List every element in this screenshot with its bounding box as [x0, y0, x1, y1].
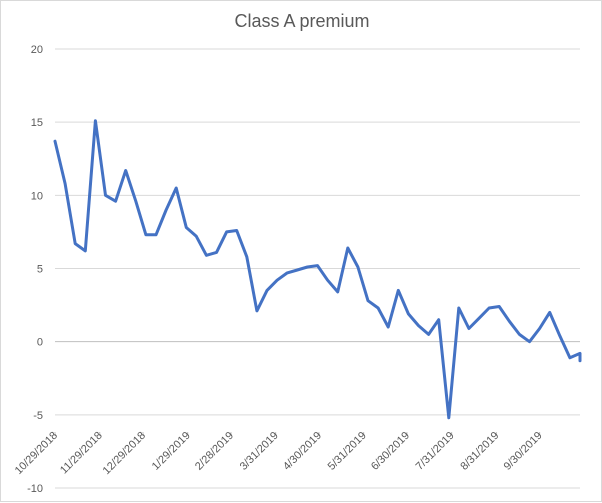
y-tick-label: 10 — [31, 190, 43, 202]
chart-title: Class A premium — [234, 11, 370, 31]
y-tick-label: 0 — [37, 337, 43, 349]
x-tick-label: 1/29/2019 — [150, 430, 193, 473]
x-tick-label: 3/31/2019 — [238, 430, 281, 473]
x-tick-label: 6/30/2019 — [369, 430, 412, 473]
x-tick-label: 10/29/2018 — [13, 430, 60, 477]
y-tick-label: -10 — [27, 483, 43, 495]
gridlines — [55, 48, 580, 489]
y-tick-label: -5 — [33, 410, 43, 422]
x-tick-label: 7/31/2019 — [414, 430, 457, 473]
x-tick-label: 5/31/2019 — [326, 430, 369, 473]
y-axis-tick-labels: -10 -5 0 5 10 15 20 — [27, 44, 43, 495]
y-tick-label: 15 — [31, 117, 43, 129]
series-line — [53, 119, 582, 420]
x-tick-label: 9/30/2019 — [502, 430, 545, 473]
x-tick-label: 2/28/2019 — [193, 430, 236, 473]
y-tick-label: 20 — [31, 44, 43, 56]
x-tick-label: 4/30/2019 — [281, 430, 324, 473]
y-tick-label: 5 — [37, 264, 43, 276]
x-tick-label: 12/29/2018 — [101, 430, 148, 477]
x-tick-label: 8/31/2019 — [458, 430, 501, 473]
x-tick-label: 11/29/2018 — [58, 430, 105, 477]
